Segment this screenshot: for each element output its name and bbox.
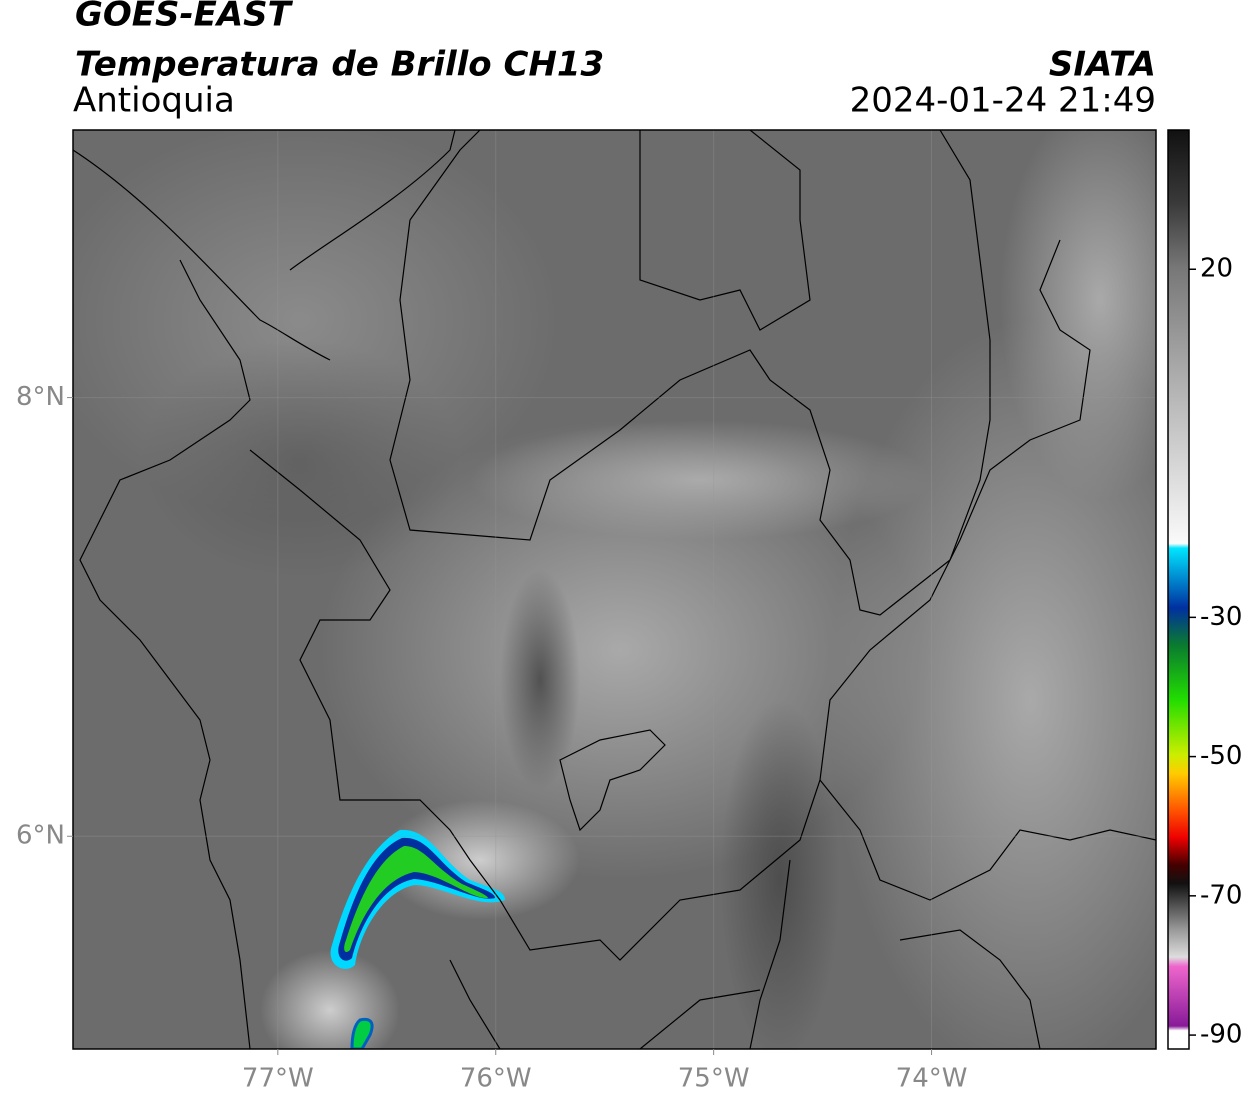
map-frame <box>72 129 1157 1050</box>
region: Antioquia <box>73 81 235 121</box>
y-tick-label: 6°N <box>16 821 65 851</box>
y-tick-label: 8°N <box>16 382 65 412</box>
colorbar-tick-label: -70 <box>1200 880 1242 910</box>
title: GOES-EAST <box>75 0 294 35</box>
colorbar-tick-label: -30 <box>1200 602 1242 632</box>
source: SIATA <box>1049 45 1156 85</box>
colorbar <box>1167 129 1190 1050</box>
subtitle: Temperatura de Brillo CH13 <box>75 45 604 85</box>
colorbar-tick-label: -90 <box>1200 1020 1242 1050</box>
x-tick-label: 77°W <box>242 1064 314 1094</box>
x-tick-label: 75°W <box>678 1064 750 1094</box>
x-tick-label: 76°W <box>460 1064 532 1094</box>
satellite-image <box>73 130 1156 1049</box>
timestamp: 2024-01-24 21:49 <box>850 81 1156 121</box>
colorbar-tick-label: 20 <box>1200 254 1233 284</box>
x-tick-label: 74°W <box>896 1064 968 1094</box>
graticule <box>73 130 1156 1049</box>
colorbar-tick-label: -50 <box>1200 741 1242 771</box>
